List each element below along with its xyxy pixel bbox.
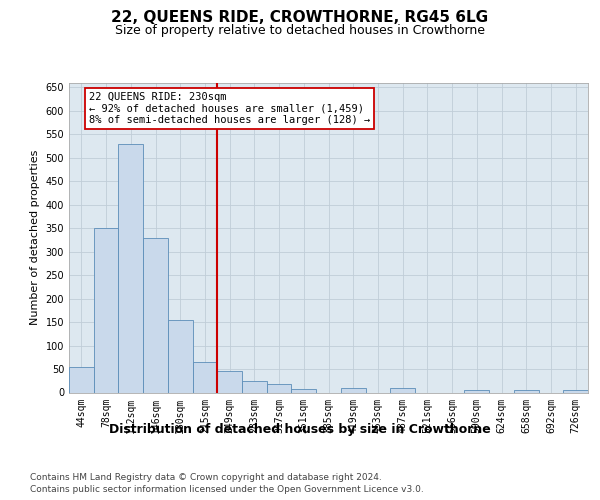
Bar	[217, 372, 242, 392]
Bar	[193, 362, 217, 392]
Bar	[390, 388, 415, 392]
Text: Contains public sector information licensed under the Open Government Licence v3: Contains public sector information licen…	[30, 485, 424, 494]
Text: Contains HM Land Registry data © Crown copyright and database right 2024.: Contains HM Land Registry data © Crown c…	[30, 472, 382, 482]
Bar	[118, 144, 143, 392]
Text: 22, QUEENS RIDE, CROWTHORNE, RG45 6LG: 22, QUEENS RIDE, CROWTHORNE, RG45 6LG	[112, 10, 488, 25]
Bar	[242, 381, 267, 392]
Bar	[143, 238, 168, 392]
Bar	[464, 390, 489, 392]
Bar	[514, 390, 539, 392]
Text: 22 QUEENS RIDE: 230sqm
← 92% of detached houses are smaller (1,459)
8% of semi-d: 22 QUEENS RIDE: 230sqm ← 92% of detached…	[89, 92, 370, 125]
Text: Distribution of detached houses by size in Crowthorne: Distribution of detached houses by size …	[109, 422, 491, 436]
Bar	[563, 390, 588, 392]
Text: Size of property relative to detached houses in Crowthorne: Size of property relative to detached ho…	[115, 24, 485, 37]
Bar	[94, 228, 118, 392]
Bar	[69, 366, 94, 392]
Bar	[292, 388, 316, 392]
Y-axis label: Number of detached properties: Number of detached properties	[30, 150, 40, 325]
Bar	[341, 388, 365, 392]
Bar	[267, 384, 292, 392]
Bar	[168, 320, 193, 392]
